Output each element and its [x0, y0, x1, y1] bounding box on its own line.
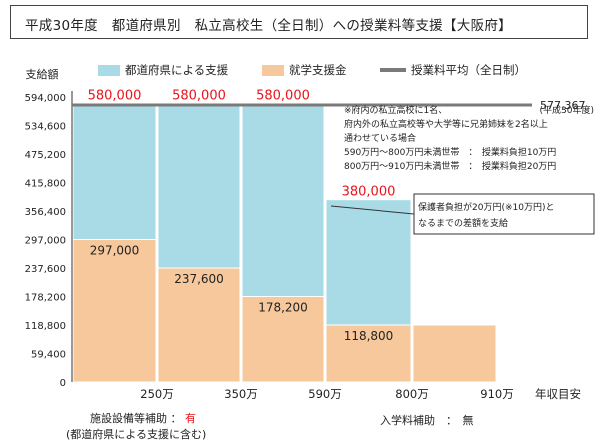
callout-line-2: なるまでの差額を支給 — [418, 219, 509, 229]
y-tick-label: 594,000 — [25, 93, 66, 104]
nyugaku-label: 入学料補助 ： 無 — [380, 414, 474, 427]
shugaku-label: 237,600 — [174, 272, 224, 286]
legend-label-avg: 授業料平均（全日制） — [411, 63, 526, 77]
shisetsu-value: 有 — [185, 412, 196, 425]
shisetsu-colon: ： — [170, 412, 182, 425]
y-tick-label: 0 — [60, 378, 66, 389]
avg-tuition-label: 577,367 — [540, 99, 586, 112]
note-line-2: 府内外の私立高校等や大学等に兄弟姉妹を2名以上 — [344, 120, 548, 130]
y-tick-label: 534,600 — [25, 122, 66, 133]
bar-pref-support — [241, 103, 325, 297]
note-line-5: 800万円～910万円未満世帯 ： 授業料負担20万円 — [344, 162, 557, 172]
note-year: (平成30年度) — [539, 106, 594, 116]
y-tick-label: 356,400 — [25, 207, 66, 218]
y-tick-label: 415,800 — [25, 179, 66, 190]
y-tick-label: 118,800 — [25, 321, 66, 332]
shisetsu-note: (都道府県による支援に含む) — [66, 428, 207, 441]
x-axis-title: 年収目安 — [535, 387, 581, 401]
x-tick-label: 590万 — [308, 387, 341, 401]
shugaku-label: 118,800 — [344, 329, 394, 343]
bar-shugaku — [325, 324, 412, 383]
legend-label-shugaku: 就学支援金 — [289, 63, 347, 77]
callout-pointer — [330, 205, 415, 215]
note-line-1: ※府内の私立高校に1名、 — [344, 106, 448, 116]
page-title: 平成30年度 都道府県別 私立高校生（全日制）への授業料等支援【大阪府】 — [25, 18, 512, 34]
total-label: 580,000 — [172, 89, 226, 104]
x-tick-label: 800万 — [395, 387, 428, 401]
bar-shugaku — [72, 239, 157, 383]
legend-avg-tuition: 授業料平均（全日制） — [380, 62, 526, 78]
legend-label-pref: 都道府県による支援 — [125, 63, 229, 77]
y-tick-label: 178,200 — [25, 293, 66, 304]
bar-shugaku — [157, 267, 241, 383]
x-tick-label: 910万 — [480, 387, 513, 401]
y-tick-label: 59,400 — [31, 350, 66, 361]
legend-swatch-avg — [380, 68, 406, 72]
legend-swatch-shugaku — [262, 64, 284, 76]
x-tick-label: 350万 — [224, 387, 257, 401]
callout-line-1: 保護者負担が20万円(※10万円)と — [418, 203, 555, 213]
y-tick-label: 297,000 — [25, 236, 66, 247]
y-tick-label: 475,200 — [25, 150, 66, 161]
note-block: ※府内の私立高校に1名、 (平成30年度) 府内外の私立高校等や大学等に兄弟姉妹… — [344, 104, 594, 174]
bar-pref-support — [325, 199, 412, 326]
shisetsu-label: 施設設備等補助 — [90, 412, 167, 425]
x-tick-label: 250万 — [140, 387, 173, 401]
shisetsu-row: 施設設備等補助 ： 有 — [90, 410, 196, 426]
y-tick-label: 237,600 — [25, 264, 66, 275]
total-label: 580,000 — [256, 89, 310, 104]
legend-swatch-pref — [98, 64, 120, 76]
legend-shugaku: 就学支援金 — [262, 62, 347, 78]
callout-box: 保護者負担が20万円(※10万円)と なるまでの差額を支給 — [418, 200, 598, 232]
y-axis-title: 支給額 — [26, 67, 59, 81]
legend-pref-support: 都道府県による支援 — [98, 62, 228, 78]
total-label: 580,000 — [88, 89, 142, 104]
bar-pref-support — [157, 103, 241, 269]
note-line-4: 590万円～800万円未満世帯 ： 授業料負担10万円 — [344, 148, 557, 158]
callout-frame — [413, 193, 595, 235]
note-line-3: 通わせている場合 — [344, 134, 417, 144]
bar-pref-support — [72, 103, 157, 240]
bar-shugaku — [412, 324, 497, 383]
total-label: 380,000 — [342, 185, 396, 200]
shugaku-label: 297,000 — [90, 244, 140, 258]
shugaku-label: 178,200 — [258, 301, 308, 315]
title-box: 平成30年度 都道府県別 私立高校生（全日制）への授業料等支援【大阪府】 — [10, 5, 588, 39]
